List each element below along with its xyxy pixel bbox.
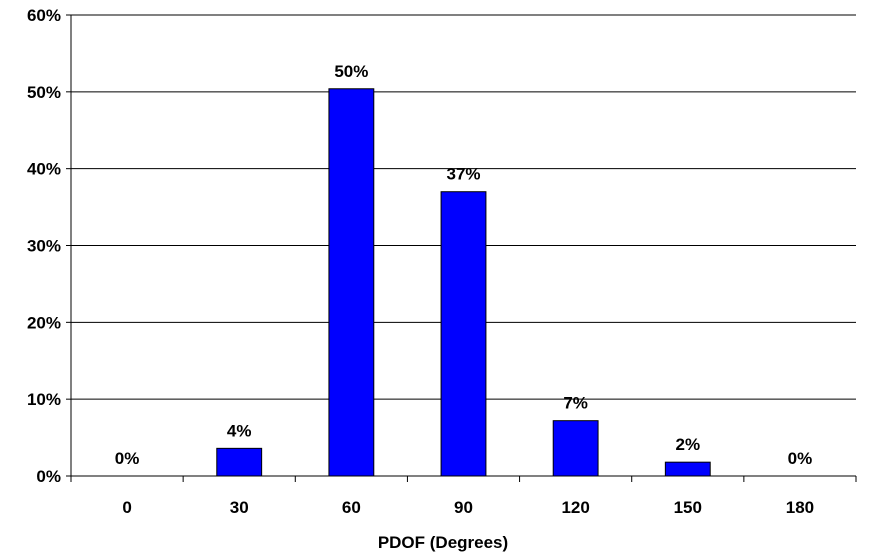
bar (664, 461, 711, 477)
bar (440, 191, 487, 477)
x-tick-label: 150 (674, 498, 702, 517)
y-tick-label: 20% (27, 313, 61, 332)
y-tick-label: 50% (27, 83, 61, 102)
bar (328, 88, 375, 477)
bar (216, 447, 263, 477)
x-tick-label: 0 (122, 498, 131, 517)
data-label: 4% (227, 421, 252, 440)
y-tick-label: 60% (27, 6, 61, 25)
data-label: 7% (563, 394, 588, 413)
bar (552, 420, 599, 477)
data-label: 50% (334, 62, 368, 81)
y-tick-label: 30% (27, 237, 61, 256)
y-tick-label: 10% (27, 390, 61, 409)
axes (66, 14, 857, 482)
data-label: 2% (675, 435, 700, 454)
bars (216, 88, 711, 477)
data-label: 37% (446, 165, 480, 184)
x-tick-label: 180 (786, 498, 814, 517)
x-tick-label: 90 (454, 498, 473, 517)
y-tick-label: 40% (27, 160, 61, 179)
x-tick-label: 120 (561, 498, 589, 517)
data-label: 0% (788, 449, 813, 468)
x-axis-title: PDOF (Degrees) (378, 533, 508, 552)
labels: 0% 10% 20% 30% 40% 50% 60% 0% 0 4% 30 50% 60 37% 90 7% 1… (27, 6, 814, 517)
x-tick-label: 60 (342, 498, 361, 517)
x-tick-label: 30 (230, 498, 249, 517)
y-tick-label: 0% (36, 467, 61, 486)
data-label: 0% (115, 449, 140, 468)
